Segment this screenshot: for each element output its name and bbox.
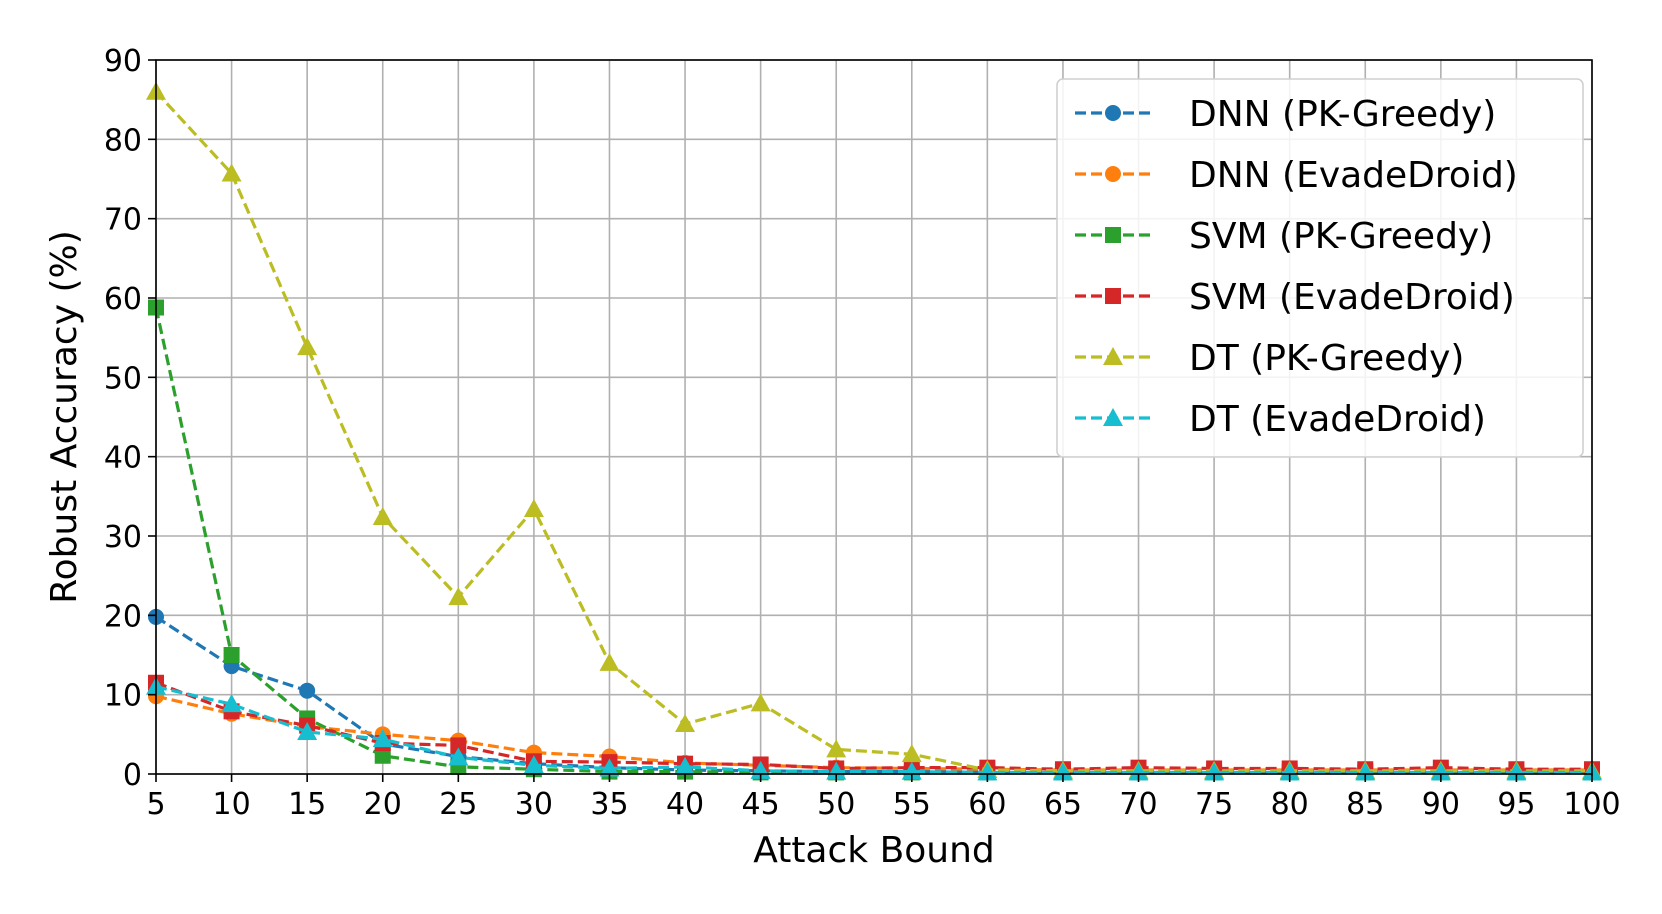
legend-label: DNN (PK-Greedy): [1189, 94, 1496, 135]
x-tick-label: 10: [212, 787, 250, 822]
data-point: [826, 739, 847, 758]
x-tick-label: 55: [893, 787, 931, 822]
legend-swatch-marker: [1105, 288, 1121, 304]
plot-frame: [155, 59, 1593, 775]
data-point: [1279, 762, 1300, 781]
data-point: [599, 758, 620, 777]
legend-label: DNN (EvadeDroid): [1189, 155, 1518, 196]
data-point: [297, 337, 318, 356]
series-3: [148, 674, 1600, 778]
data-point: [299, 682, 316, 699]
y-tick-label: 60: [104, 282, 142, 317]
x-tick-label: 35: [590, 787, 628, 822]
legend-entry: DT (PK-Greedy): [1075, 338, 1464, 379]
x-tick-label: 15: [288, 787, 326, 822]
y-tick-label: 70: [104, 203, 142, 238]
legend-swatch-marker: [1105, 105, 1121, 121]
data-point: [1355, 762, 1376, 781]
data-point: [1128, 762, 1149, 781]
y-tick-label: 0: [123, 758, 142, 793]
x-tick-label: 60: [968, 787, 1006, 822]
x-tick-label: 25: [439, 787, 477, 822]
x-tick-label: 65: [1044, 787, 1082, 822]
data-point: [223, 647, 240, 663]
x-tick-label: 30: [515, 787, 553, 822]
y-axis-title: Robust Accuracy (%): [44, 230, 85, 604]
x-tick-label: 100: [1563, 787, 1620, 822]
x-tick-label: 40: [666, 787, 704, 822]
data-point: [372, 506, 393, 525]
legend-entry: DNN (PK-Greedy): [1075, 94, 1496, 135]
data-point: [1506, 762, 1527, 781]
legend-label: DT (PK-Greedy): [1189, 338, 1464, 379]
legend-entry: SVM (PK-Greedy): [1075, 216, 1493, 257]
y-tick-label: 30: [104, 520, 142, 555]
legend-label: SVM (EvadeDroid): [1189, 277, 1515, 318]
legend-swatch-marker: [1103, 408, 1123, 426]
series-5: [146, 676, 1602, 781]
legend-entry: DT (EvadeDroid): [1075, 399, 1486, 440]
x-tick-label: 5: [146, 787, 165, 822]
y-tick-label: 80: [104, 123, 142, 158]
legend-label: SVM (PK-Greedy): [1189, 216, 1493, 257]
y-tick-label: 90: [104, 44, 142, 79]
data-point: [297, 721, 318, 740]
data-point: [1204, 762, 1225, 781]
y-tick-label: 40: [104, 441, 142, 476]
series-line: [155, 681, 1592, 771]
data-point: [221, 163, 242, 182]
legend-swatch-marker: [1105, 166, 1121, 182]
legend-swatch-marker: [1103, 347, 1123, 365]
data-point: [599, 652, 620, 671]
x-tick-label: 90: [1422, 787, 1460, 822]
data-point: [750, 693, 771, 712]
data-point: [450, 737, 467, 754]
x-tick-label: 85: [1346, 787, 1384, 822]
data-point: [675, 756, 696, 775]
x-tick-label: 70: [1119, 787, 1157, 822]
data-point: [372, 729, 393, 748]
data-point: [448, 587, 469, 606]
data-point: [523, 499, 544, 518]
x-tick-label: 80: [1271, 787, 1309, 822]
data-point: [1430, 762, 1451, 781]
data-point: [523, 755, 544, 774]
data-point: [977, 762, 998, 781]
y-axis: 0 10 20 30 40 50 60 70 80 90: [104, 44, 156, 793]
x-tick-label: 50: [817, 787, 855, 822]
legend-entry: DNN (EvadeDroid): [1075, 155, 1518, 196]
legend: DNN (PK-Greedy) DNN (EvadeDroid) SVM (PK-G…: [1056, 78, 1584, 458]
x-tick-label: 95: [1497, 787, 1535, 822]
y-tick-label: 50: [104, 361, 142, 396]
data-point: [221, 694, 242, 713]
data-point: [901, 761, 922, 780]
x-tick-label: 45: [742, 787, 780, 822]
data-point: [448, 747, 469, 766]
data-point: [901, 744, 922, 763]
data-point: [675, 714, 696, 733]
x-axis-title: Attack Bound: [753, 830, 995, 871]
data-point: [826, 761, 847, 780]
legend-label: DT (EvadeDroid): [1189, 399, 1486, 440]
y-tick-label: 20: [104, 599, 142, 634]
legend-entry: SVM (EvadeDroid): [1075, 277, 1515, 318]
x-axis: 5 10 15 20 25 30 35 40 45 50 55 60 65 70 75 80 85 90 95 100: [146, 774, 1621, 822]
y-tick-label: 10: [104, 679, 142, 714]
legend-box: [1056, 78, 1584, 458]
series-line: [155, 694, 1592, 772]
series-line: [155, 685, 1592, 775]
x-tick-label: 20: [364, 787, 402, 822]
data-point: [1052, 762, 1073, 781]
series-layer: [146, 81, 1602, 781]
data-point: [374, 747, 391, 764]
x-tick-label: 75: [1195, 787, 1233, 822]
series-1: [148, 688, 1600, 779]
legend-swatch-marker: [1105, 227, 1121, 243]
